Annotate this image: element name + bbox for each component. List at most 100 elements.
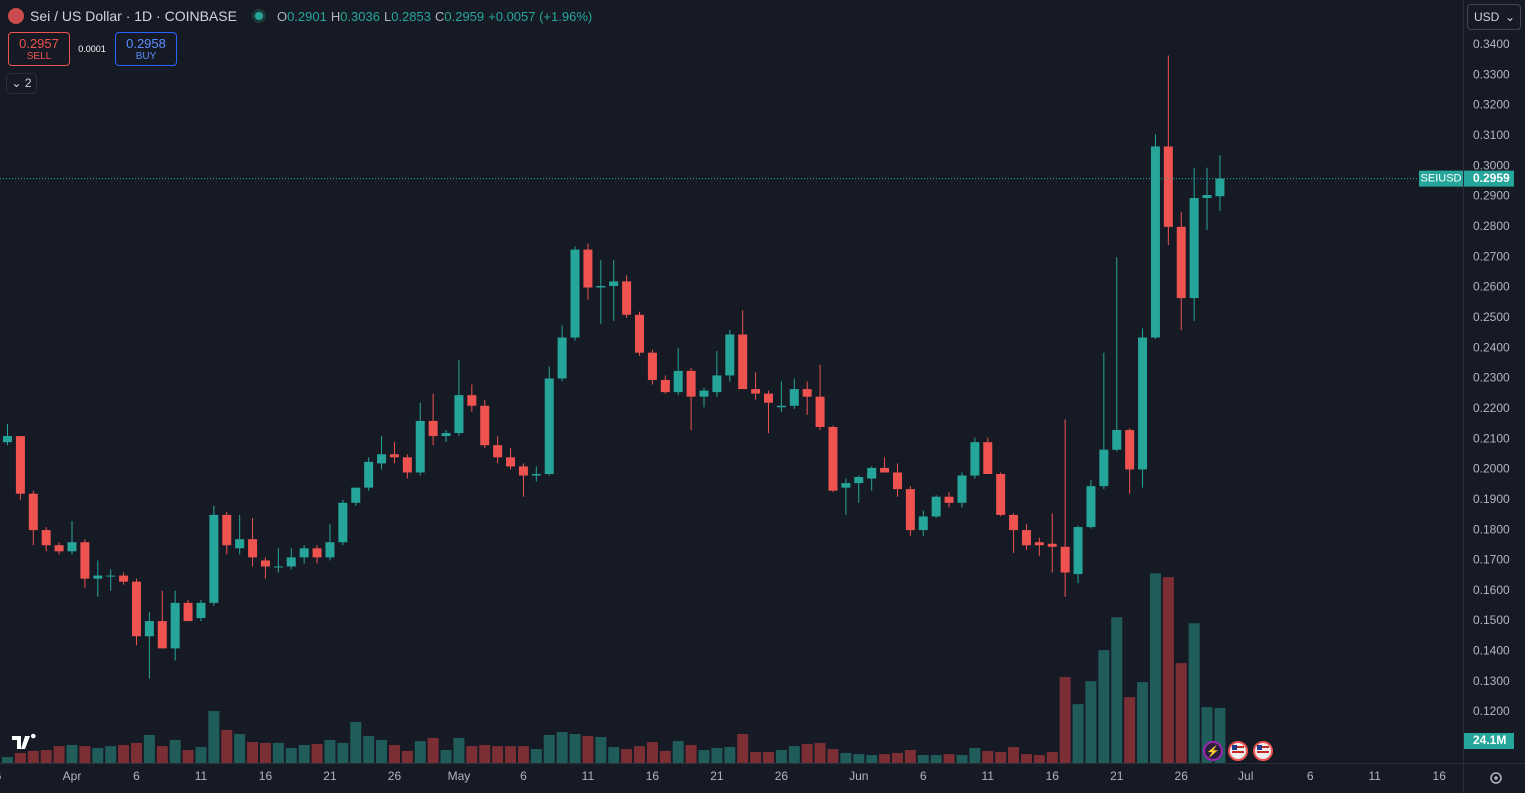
candle-body — [351, 487, 361, 503]
settings-icon[interactable] — [1490, 772, 1502, 784]
candle-body — [531, 473, 541, 476]
y-tick-label: 0.2200 — [1473, 401, 1510, 415]
volume-bar — [259, 742, 271, 763]
candle-body — [54, 545, 64, 552]
volume-bar — [376, 739, 388, 763]
volume-bar — [272, 742, 284, 763]
y-tick-label: 0.2000 — [1473, 462, 1510, 476]
volume-bar — [388, 744, 400, 763]
candle-body — [1047, 543, 1057, 547]
volume-bar — [879, 754, 891, 763]
volume-bar — [505, 746, 517, 763]
candle-body — [983, 442, 993, 474]
volume-bar — [479, 744, 491, 763]
volume-bar — [608, 747, 620, 763]
y-tick-label: 0.1600 — [1473, 583, 1510, 597]
volume-bar — [118, 744, 130, 763]
ohlc-key: H — [330, 9, 341, 24]
candle-body — [1009, 514, 1019, 531]
volume-bar — [827, 749, 839, 763]
ohlc-key: L — [383, 9, 392, 24]
candle-body — [1125, 430, 1135, 470]
symbol-tag: SEIUSD — [1421, 173, 1462, 185]
candle-body — [1034, 542, 1044, 546]
ohlc-value: 0.2959 — [444, 9, 485, 24]
tv-logo — [12, 733, 36, 749]
volume-bar — [169, 739, 181, 763]
y-tick-label: 0.2700 — [1473, 249, 1510, 263]
volume-bar — [466, 746, 478, 763]
volume-bar — [285, 747, 297, 763]
candle-body — [609, 281, 619, 286]
candle-body — [273, 566, 283, 568]
candle-body — [144, 621, 154, 637]
buy-button[interactable]: 0.2958 BUY — [115, 32, 177, 66]
volume-bar — [698, 750, 710, 763]
candle-body — [41, 530, 51, 546]
volume-bar — [801, 744, 813, 763]
event-icons[interactable]: ⚡ — [1203, 741, 1273, 761]
candle-body — [1021, 530, 1031, 546]
currency-select[interactable]: USD ⌄ — [1467, 4, 1521, 30]
volume-bar — [917, 755, 929, 763]
candle-body — [570, 249, 580, 338]
volume-bar — [1149, 573, 1161, 763]
volume-bar — [814, 742, 826, 763]
y-tick-label: 0.3000 — [1473, 158, 1510, 172]
buy-label: BUY — [135, 51, 157, 62]
candle-body — [286, 557, 296, 567]
candle-body — [828, 426, 838, 491]
candle-body — [93, 575, 103, 579]
volume-bar — [401, 750, 413, 763]
volume-bar — [130, 742, 142, 763]
candle-body — [493, 445, 503, 458]
candle-body — [647, 352, 657, 380]
x-tick-label: 16 — [646, 769, 660, 783]
ohlc-value: 0.2901 — [287, 9, 327, 24]
volume-label: 24.1M — [1473, 733, 1506, 747]
y-tick-label: 0.1500 — [1473, 613, 1510, 627]
sell-button[interactable]: 0.2957 SELL — [8, 32, 70, 66]
candle-body — [119, 575, 129, 582]
candle-body — [377, 454, 387, 464]
candle-body — [222, 514, 232, 546]
volume-bar — [840, 752, 852, 763]
ohlc-key: C — [434, 9, 445, 24]
indicators-toggle[interactable]: ⌄ 2 — [6, 73, 37, 94]
candle-body — [802, 389, 812, 397]
candle-body — [106, 575, 116, 577]
candle-body — [557, 337, 567, 379]
candle-body — [402, 457, 412, 473]
candle-body — [1176, 226, 1186, 299]
y-tick-label: 0.1300 — [1473, 674, 1510, 688]
volume-bar — [156, 746, 168, 763]
volume-bar — [1124, 697, 1136, 763]
volume-bar — [40, 750, 52, 763]
volume-bar — [659, 750, 671, 763]
market-status — [254, 12, 263, 20]
volume-bar — [995, 752, 1007, 763]
y-tick-label: 0.2300 — [1473, 371, 1510, 385]
ohlc-value: 0.3036 — [340, 9, 380, 24]
x-tick-label: 26 — [775, 769, 789, 783]
volume-bar — [311, 744, 323, 763]
volume-bar — [1020, 754, 1032, 763]
y-tick-label: 0.2600 — [1473, 280, 1510, 294]
candle-body — [467, 395, 477, 406]
candle-body — [454, 395, 464, 434]
volume-bar — [1137, 682, 1149, 763]
volume-bar — [1, 757, 13, 763]
candle-body — [596, 285, 606, 288]
candle-body — [235, 539, 245, 549]
candle-body — [957, 475, 967, 503]
volume-bar — [234, 734, 246, 763]
volume-bar — [1008, 747, 1020, 763]
candle-body — [2, 436, 12, 443]
volume-bar — [414, 741, 426, 763]
candle-body — [157, 621, 167, 649]
volume-bar — [621, 749, 633, 763]
volume-bar — [943, 754, 955, 763]
volume-bar — [866, 755, 878, 763]
candle-body — [1189, 198, 1199, 299]
y-tick-label: 0.2400 — [1473, 340, 1510, 354]
